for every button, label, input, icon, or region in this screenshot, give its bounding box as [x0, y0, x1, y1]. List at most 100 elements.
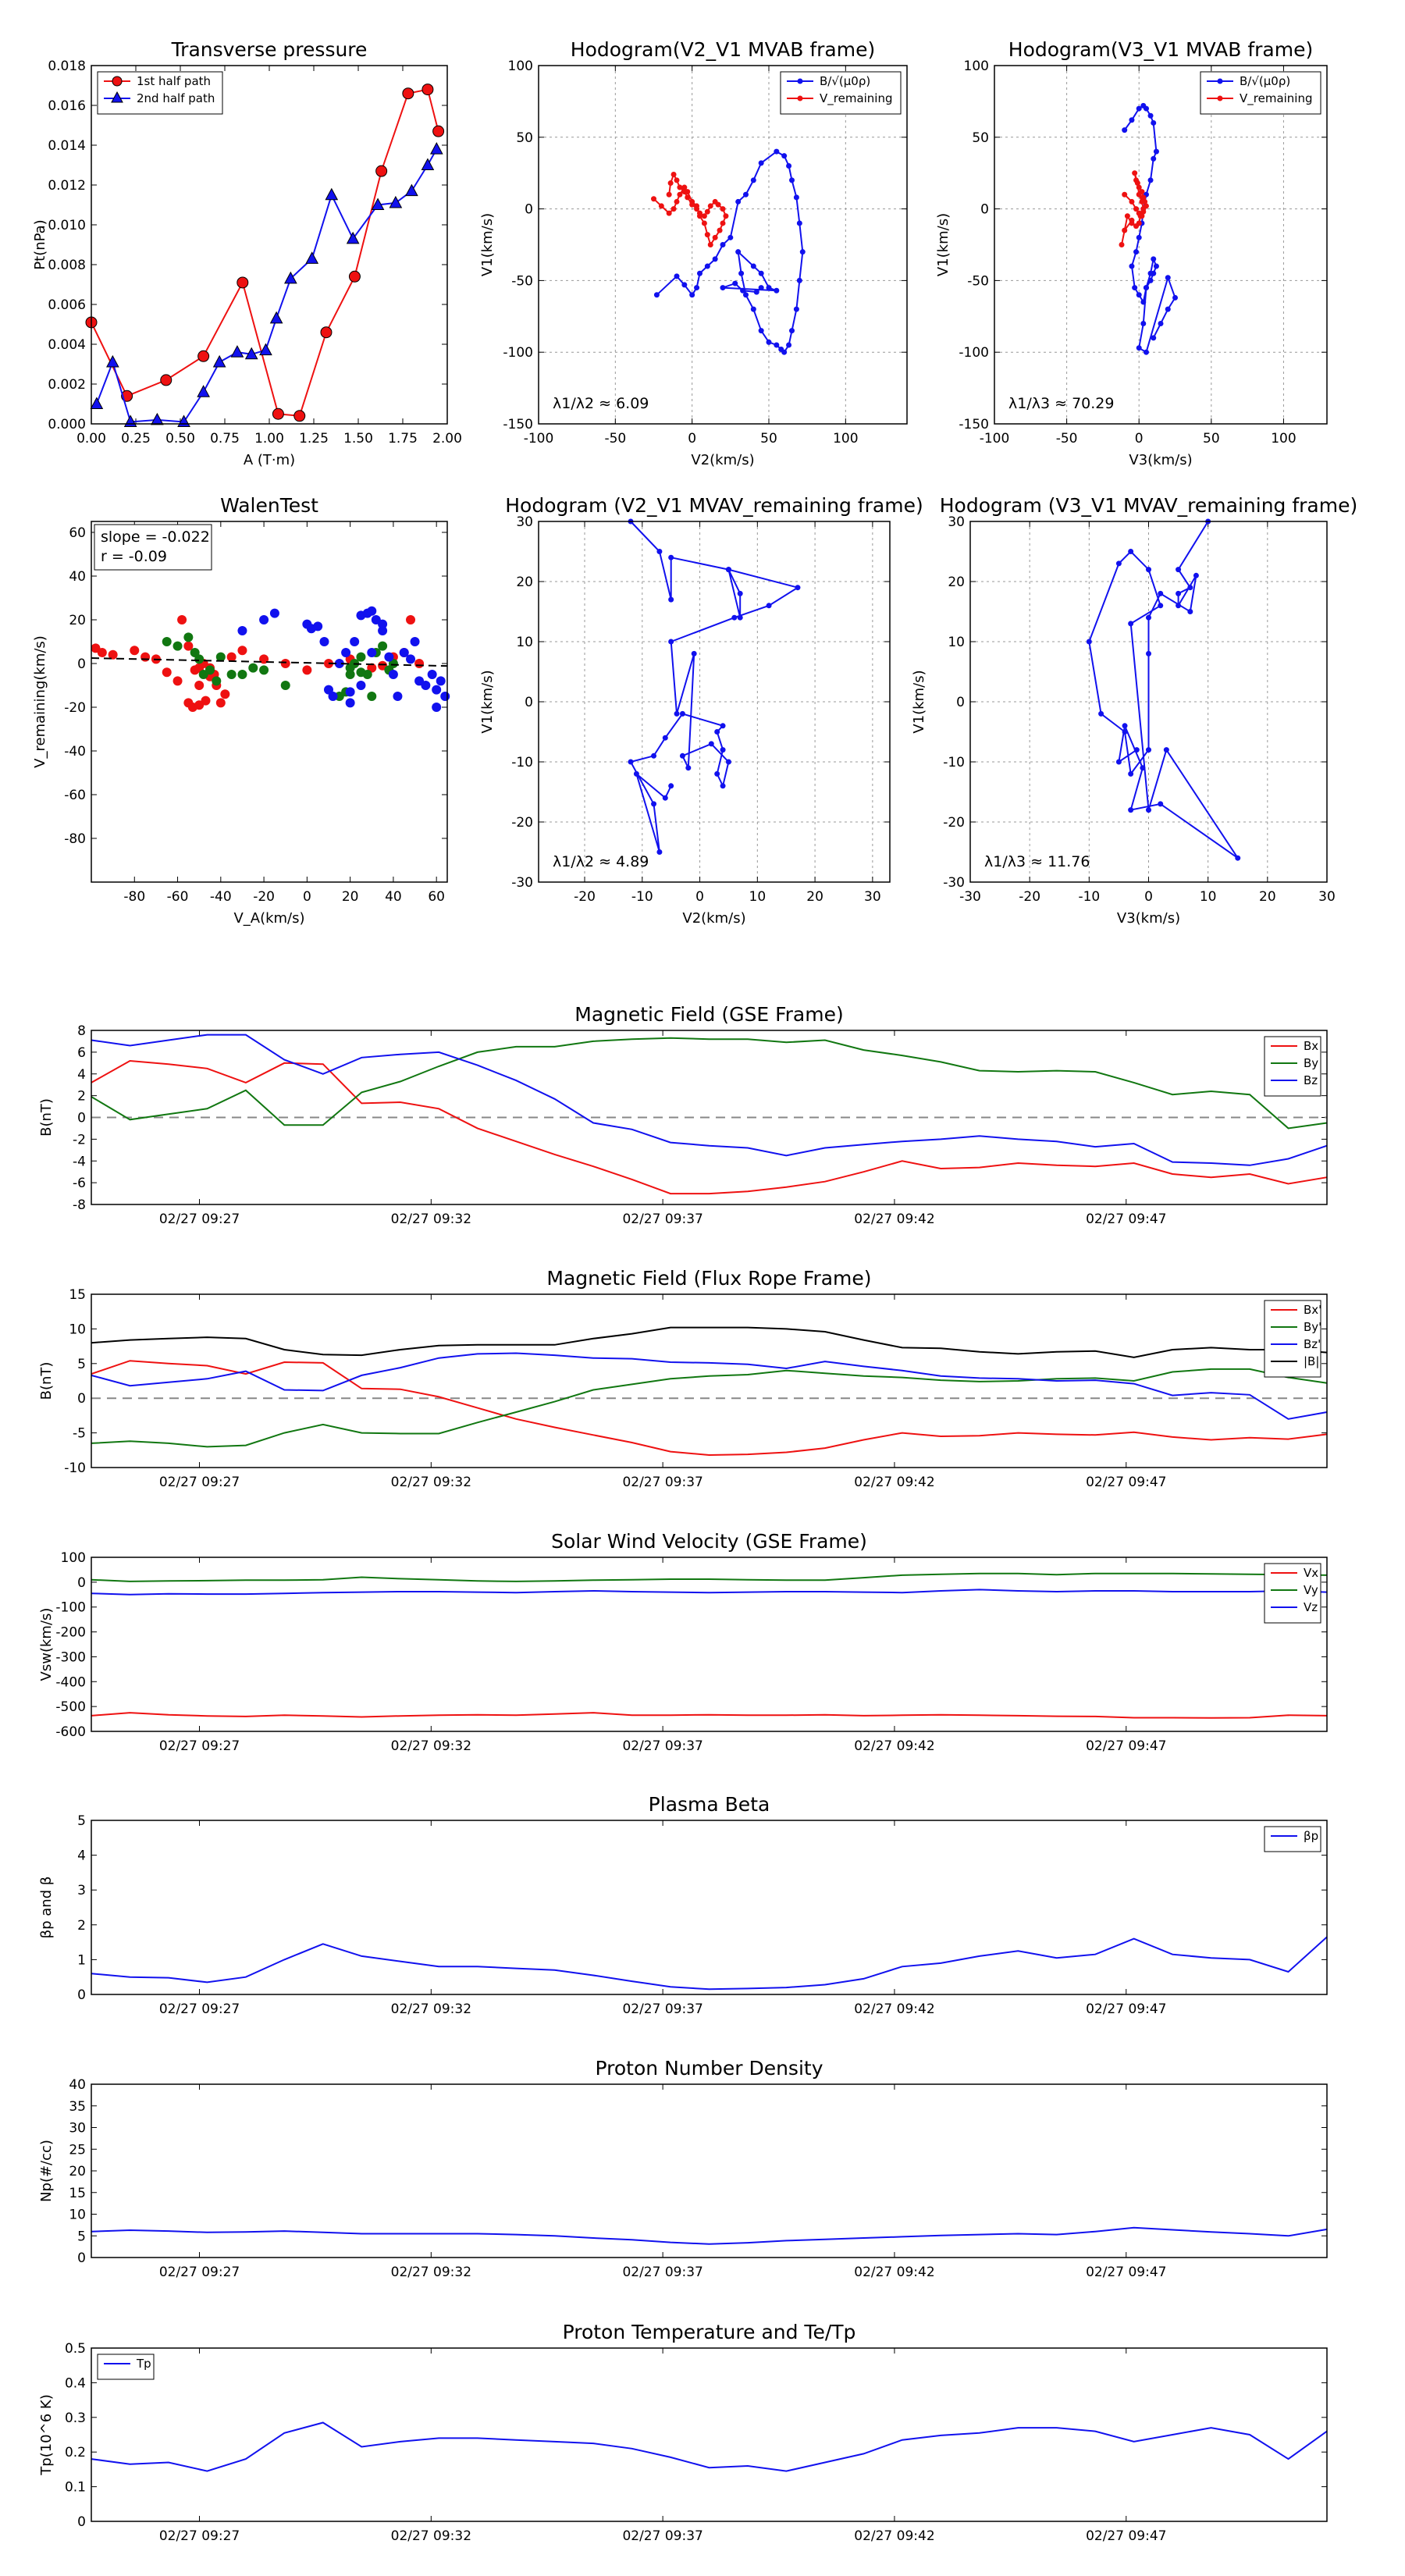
data-point	[720, 747, 726, 753]
legend-marker	[797, 95, 803, 101]
time-tick-label: 02/27 09:27	[159, 2265, 240, 2280]
data-point	[758, 160, 764, 166]
scatter-point-green	[280, 681, 290, 690]
y-tick-label: 0.5	[65, 2341, 86, 2357]
data-point	[429, 142, 443, 155]
data-point	[371, 197, 385, 210]
data-point	[758, 328, 764, 334]
legend-label: B/√(μ0ρ)	[1240, 74, 1290, 88]
data-point	[230, 345, 244, 358]
data-point	[151, 412, 164, 425]
y-axis-label: Tp(10^6 K)	[38, 2394, 55, 2475]
legend-label: By	[1304, 1056, 1318, 1070]
data-point	[1147, 177, 1154, 183]
data-point	[689, 201, 695, 208]
chart-title: Proton Temperature and Te/Tp	[563, 2321, 856, 2343]
scatter-point-blue	[367, 606, 377, 616]
time-tick-label: 02/27 09:27	[159, 1738, 240, 1754]
time-tick-label: 02/27 09:32	[391, 1738, 471, 1754]
chart-title: Proton Number Density	[596, 2057, 823, 2080]
scatter-point-red	[130, 646, 140, 656]
y-tick-label: -60	[64, 788, 86, 803]
legend: Vx Vy Vz	[1264, 1563, 1321, 1624]
time-tick-label: 02/27 09:37	[622, 2001, 702, 2017]
data-point	[1176, 567, 1182, 573]
data-point	[795, 585, 801, 591]
legend-box	[1264, 1826, 1321, 1852]
y-tick-label: -8	[73, 1197, 86, 1213]
plot-border	[969, 521, 1328, 883]
x-axis-label: V3(km/s)	[1129, 452, 1192, 468]
eigenvalue-ratio-label: λ1/λ3 ≈ 70.29	[1008, 395, 1114, 412]
data-point	[1119, 242, 1125, 247]
scatter-point-blue	[384, 652, 394, 662]
data-point	[668, 783, 674, 789]
data-point	[750, 306, 756, 312]
y-tick-label: 10	[948, 635, 965, 650]
scatter-point-red	[414, 659, 425, 668]
data-point	[1129, 217, 1135, 223]
panel-plasma_beta: Plasma Beta 0 1 2 3 4 5 02/27 09:27 02/27 09:32 0…	[38, 1793, 1328, 2017]
data-point	[793, 306, 799, 312]
data-point	[1133, 747, 1140, 753]
data-point	[723, 213, 729, 219]
time-tick-label: 02/27 09:47	[1086, 2001, 1166, 2017]
data-point	[375, 165, 388, 177]
series-line-2nd half path	[95, 148, 438, 423]
scatter-point-red	[97, 648, 107, 657]
data-point	[789, 328, 795, 334]
data-point	[1151, 119, 1157, 126]
data-point	[1140, 299, 1147, 305]
chart-title: Hodogram (V3_V1 MVAV_remaining frame)	[940, 494, 1358, 517]
scatter-point-blue	[334, 659, 344, 668]
data-point	[1086, 639, 1092, 645]
y-tick-label: -20	[64, 700, 86, 716]
data-point	[707, 242, 713, 247]
y-tick-label: -10	[511, 755, 533, 770]
scatter-point-green	[378, 641, 388, 651]
data-point	[796, 277, 802, 283]
data-point	[1122, 127, 1128, 133]
plot-border	[994, 65, 1328, 425]
time-tick-label: 02/27 09:37	[622, 2528, 702, 2544]
y-tick-label: 100	[964, 59, 989, 74]
legend-label: B/√(μ0ρ)	[820, 74, 870, 88]
x-tick-label: 30	[1318, 889, 1336, 905]
data-point	[1129, 198, 1135, 205]
data-point	[720, 723, 726, 729]
data-point	[651, 801, 657, 807]
data-point	[237, 276, 249, 289]
data-point	[1136, 345, 1142, 351]
data-point	[628, 759, 634, 765]
data-point	[1187, 585, 1193, 591]
x-axis-label: V3(km/s)	[1117, 910, 1180, 927]
data-point	[1098, 710, 1104, 717]
x-tick-label: -50	[1056, 431, 1078, 447]
data-point	[1147, 112, 1154, 119]
legend-marker	[1217, 95, 1223, 101]
scatter-point-red	[108, 649, 118, 660]
data-point	[737, 590, 743, 596]
x-tick-label: 20	[1259, 889, 1276, 905]
plot-border	[91, 65, 448, 425]
x-axis-label: V2(km/s)	[682, 910, 745, 927]
data-point	[704, 263, 710, 269]
y-axis-label: Vsw(km/s)	[38, 1608, 55, 1681]
eigenvalue-ratio-label: λ1/λ3 ≈ 11.76	[984, 853, 1090, 870]
legend-label: V_remaining	[820, 91, 893, 106]
y-tick-label: 0	[77, 1391, 86, 1407]
scatter-point-red	[162, 667, 172, 678]
y-tick-label: -50	[967, 273, 989, 289]
data-point	[348, 270, 361, 283]
legend-marker	[112, 76, 123, 87]
legend-label: 1st half path	[137, 74, 211, 88]
data-point	[1158, 603, 1164, 609]
y-tick-label: 0.000	[48, 417, 86, 432]
y-tick-label: 0.014	[48, 138, 86, 154]
scatter-point-green	[248, 663, 258, 673]
scatter-point-red	[280, 659, 290, 668]
legend: B/√(μ0ρ) V_remaining	[780, 71, 902, 115]
time-tick-label: 02/27 09:47	[1086, 1475, 1166, 1490]
y-tick-label: 20	[69, 613, 86, 628]
data-point	[651, 753, 657, 759]
